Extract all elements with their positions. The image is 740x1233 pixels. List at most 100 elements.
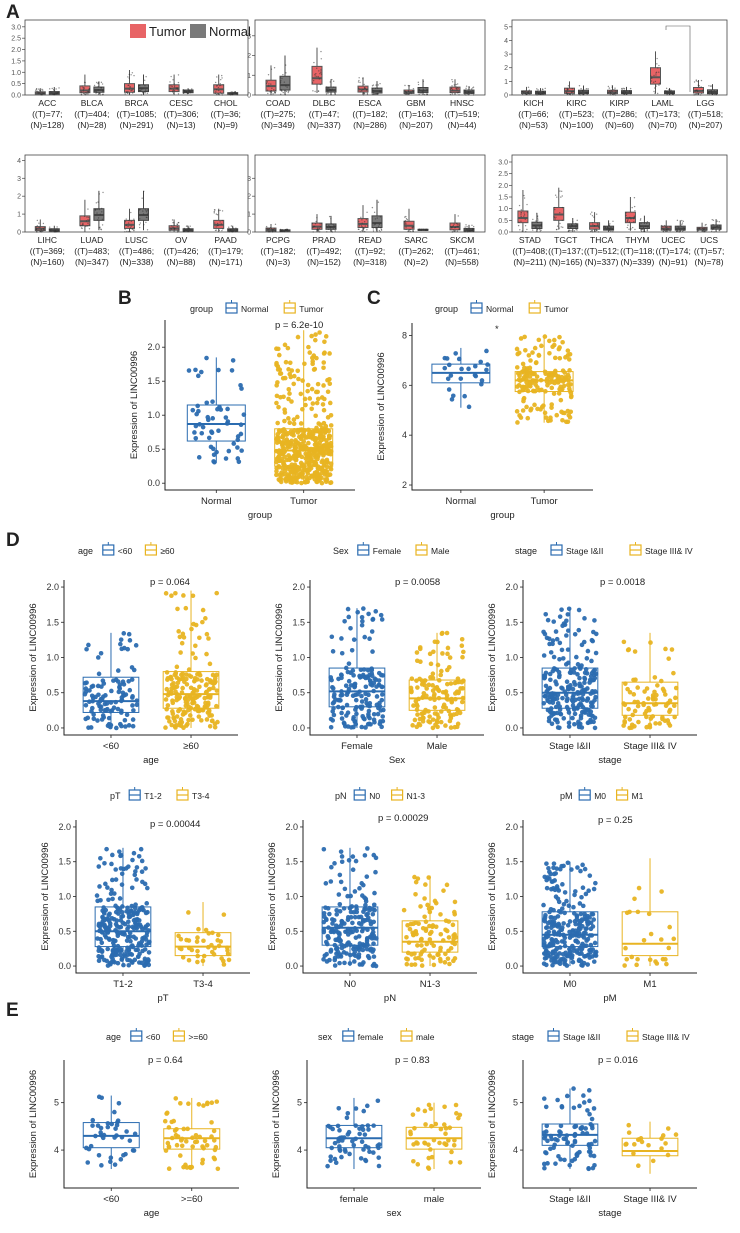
box-D2-1-point: [439, 668, 444, 674]
panel-a-tumor-point: [412, 87, 415, 90]
box-D4-0-point: [97, 884, 102, 889]
panel-a-normal-point: [330, 218, 332, 220]
box-B-1-point: [323, 443, 329, 449]
box-D3-0-point: [545, 692, 551, 698]
panel-a-normal-point: [229, 94, 232, 96]
box-D6-0-point: [548, 914, 554, 920]
box-D3-1-point: [661, 688, 667, 694]
panel-a-tumor-point: [317, 230, 319, 233]
box-E2-1-point: [454, 1111, 459, 1116]
box-D1-1-point: [186, 667, 192, 672]
panel-a-normal-point: [287, 230, 289, 232]
box-D5-0-point: [371, 954, 377, 959]
panel-a-tumor-point: [357, 228, 360, 231]
box-B-1-point: [313, 337, 318, 343]
box-B-0-point: [204, 400, 210, 406]
box-E2-0-point: [371, 1123, 376, 1128]
panel-a-tumor-point: [173, 86, 176, 88]
box-D1-1-point: [179, 690, 185, 695]
box-D4-0-point: [133, 869, 138, 874]
box-D6-1-point: [647, 957, 653, 963]
panel-a-normal-point: [422, 80, 425, 83]
panel-a-normal-point: [183, 229, 186, 232]
box-E1-1-point: [212, 1147, 218, 1153]
box-D2-1-point: [441, 702, 447, 708]
panel-a-tumor-point: [457, 224, 459, 226]
box-D4-0-point: [108, 961, 113, 967]
box-D2-0-point: [346, 614, 352, 620]
panel-a-normal-point: [376, 217, 378, 219]
box-D5-0-point: [346, 857, 352, 863]
box-C-1-point: [514, 409, 520, 414]
panel-a-normal-point: [279, 77, 282, 79]
panel-a-normal-point: [371, 206, 374, 209]
box-C-1-point: [551, 391, 557, 396]
panel-a-tumor-point: [653, 90, 655, 93]
box-D6-0-point: [573, 921, 578, 927]
box-C-0-point: [459, 366, 464, 372]
panel-a-tumor-point: [268, 228, 270, 230]
panel-a-normal-point: [375, 228, 377, 230]
box-D6-0-point: [586, 952, 591, 958]
box-D2-0-point: [330, 649, 336, 654]
panel-a-tumor-point: [86, 225, 89, 227]
box-D5-0-point: [365, 927, 370, 933]
legend-label-D1-0: <60: [118, 546, 133, 556]
panel-a-normal-point: [328, 224, 330, 227]
panel-a-tumor-point: [171, 85, 173, 88]
panel-a-normal-point: [534, 226, 536, 229]
panel-a-n-normal: (N)=91): [659, 257, 688, 267]
box-D1-1-point: [198, 707, 203, 713]
panel-a-normal-point: [670, 89, 672, 92]
box-D4-0-point: [132, 872, 138, 878]
box-D4-0-point: [134, 865, 140, 870]
panel-a-normal-point: [232, 227, 235, 230]
box-D4-0-point: [118, 952, 123, 958]
box-D1-0-point: [123, 724, 128, 729]
box-D5-1-point: [430, 924, 435, 930]
panel-a-normal-point: [379, 91, 381, 93]
panel-a-normal-point: [642, 230, 645, 232]
ytick-label-D4: 1.0: [58, 892, 71, 902]
panel-a-normal-point: [185, 229, 188, 232]
panel-a-normal-point: [234, 230, 237, 233]
panel-a-n-normal: (N)=291): [120, 120, 154, 130]
panel-a-ytick-label: 1.5: [11, 58, 21, 65]
box-C-1-point: [539, 343, 544, 349]
box-D3-0-point: [551, 654, 557, 660]
box-D3-1-point: [672, 714, 677, 720]
panel-a-n-tumor: ((T)=512;: [584, 246, 619, 256]
box-D2-1-point: [447, 655, 453, 660]
panel-a-tumor-point: [650, 75, 652, 77]
panel-a-normal-point: [536, 217, 539, 219]
ytick-label-D1: 1.5: [46, 617, 59, 627]
ytick-label-D6: 0.5: [505, 926, 518, 936]
box-E3-0-point: [542, 1165, 547, 1171]
box-C-1-point: [547, 338, 552, 344]
box-D6-1-point: [667, 924, 672, 930]
box-D2-0-point: [366, 611, 371, 617]
panel-a-normal-point: [464, 226, 466, 228]
box-B-1-point: [322, 470, 328, 475]
panel-a-tumor-point: [268, 83, 270, 85]
panel-a-tumor-point: [572, 90, 574, 93]
box-D3-0-point: [557, 614, 563, 619]
panel-a-tumor-point: [451, 226, 454, 228]
box-B-1-point: [304, 479, 309, 484]
panel-a-normal-point: [285, 72, 287, 74]
panel-a-tumor-point: [452, 224, 455, 227]
box-D2-0-point: [348, 683, 354, 688]
panel-a-tumor-point: [455, 83, 457, 86]
panel-a-normal-point: [138, 90, 140, 92]
ylabel-B: Expression of LINC00996: [129, 351, 140, 459]
box-D6-0-point: [542, 956, 548, 961]
panel-a-cancer-label: BRCA: [125, 98, 149, 108]
box-D5-1-point: [448, 945, 454, 951]
panel-a-tumor-point: [697, 227, 700, 229]
box-D3-0-point: [572, 631, 578, 637]
box-E2-0-point: [376, 1155, 382, 1160]
box-B-0-point: [186, 368, 192, 373]
box-E2-1-point: [451, 1142, 457, 1148]
box-D6-0-point: [557, 951, 562, 956]
legend-label-D4-0: T1-2: [144, 791, 162, 801]
